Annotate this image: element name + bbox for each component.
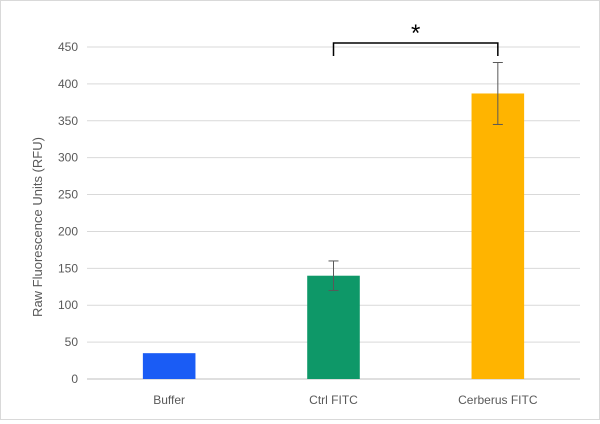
x-tick-label: Buffer xyxy=(153,393,185,407)
x-tick-label: Cerberus FITC xyxy=(458,393,538,407)
y-tick-label: 100 xyxy=(58,298,78,312)
bar-ctrl-fitc xyxy=(307,275,360,379)
y-tick-labels: 0 50 100 150 200 250 300 350 400 450 xyxy=(58,40,78,386)
x-tick-labels: Buffer Ctrl FITC Cerberus FITC xyxy=(153,393,538,407)
y-tick-label: 300 xyxy=(58,151,78,165)
significance-annotation: * xyxy=(332,20,499,56)
x-tick-label: Ctrl FITC xyxy=(309,393,358,407)
y-tick-label: 150 xyxy=(58,261,78,275)
significance-bracket xyxy=(332,42,499,56)
y-tick-label: 250 xyxy=(58,188,78,202)
y-tick-label: 350 xyxy=(58,114,78,128)
y-tick-label: 450 xyxy=(58,40,78,54)
significance-asterisk: * xyxy=(411,20,420,47)
y-tick-label: 50 xyxy=(65,335,79,349)
y-tick-label: 200 xyxy=(58,224,78,238)
error-bars xyxy=(328,61,503,291)
bar-buffer xyxy=(142,353,196,379)
y-tick-label: 0 xyxy=(71,372,78,386)
bar-cerberus-fitc xyxy=(471,93,525,379)
y-axis-title: Raw Fluorescence Units (RFU) xyxy=(30,137,45,317)
y-tick-label: 400 xyxy=(58,77,78,91)
bars xyxy=(142,93,525,379)
